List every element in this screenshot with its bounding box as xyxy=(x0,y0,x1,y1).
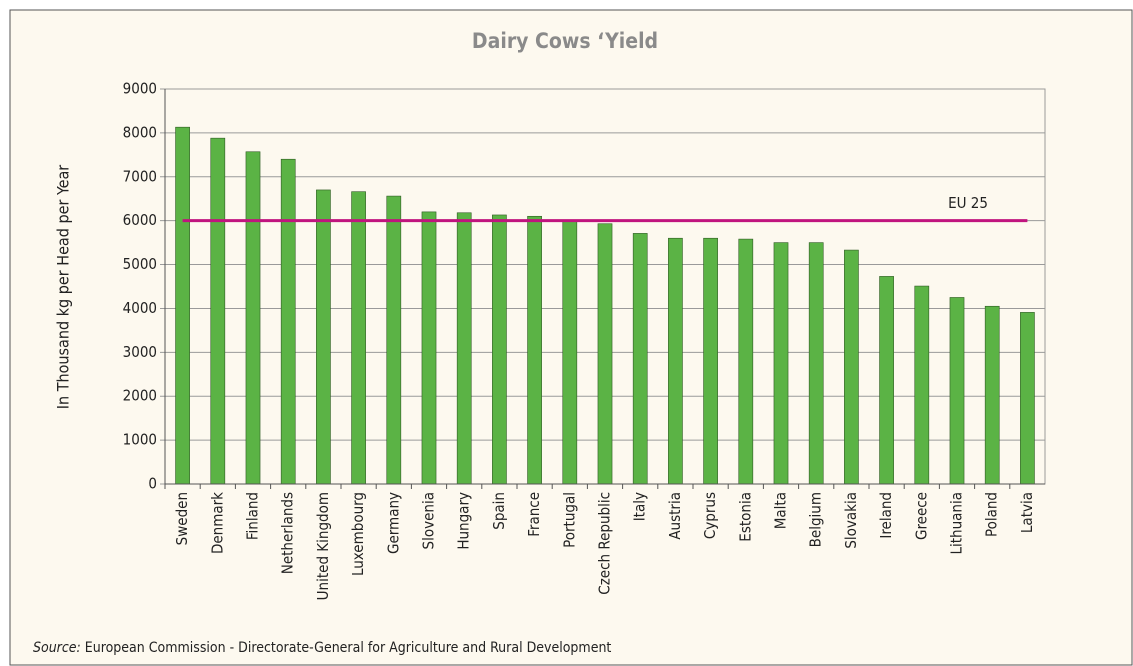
bar xyxy=(844,249,859,485)
bar xyxy=(914,285,930,485)
x-tick-label: Cyprus xyxy=(701,492,719,539)
bar xyxy=(879,276,894,485)
bar xyxy=(632,233,648,485)
bar xyxy=(492,214,507,485)
x-tick-label: Poland xyxy=(983,492,1001,537)
bar xyxy=(527,215,542,485)
x-tick-label: Hungary xyxy=(455,492,473,550)
bar xyxy=(808,242,824,485)
x-tick-label: Portugal xyxy=(560,492,578,548)
bar xyxy=(949,297,965,485)
bar xyxy=(597,223,613,485)
y-tick-label: 7000 xyxy=(123,167,157,185)
x-tick-label: Slovakia xyxy=(842,492,860,549)
bar xyxy=(210,137,226,485)
bar xyxy=(280,158,296,485)
bar xyxy=(386,195,402,485)
bar xyxy=(773,242,789,485)
bar xyxy=(668,237,683,485)
x-tick-label: Netherlands xyxy=(279,492,297,574)
x-tick-label: Greece xyxy=(912,492,930,540)
x-tick-label: Estonia xyxy=(736,492,754,542)
y-tick-label: 4000 xyxy=(123,299,157,317)
x-tick-label: Slovenia xyxy=(420,492,438,549)
bar xyxy=(245,151,261,485)
reference-label: EU 25 xyxy=(948,194,988,212)
y-tick-label: 3000 xyxy=(123,343,157,361)
bar xyxy=(738,238,754,485)
bar xyxy=(456,212,472,485)
x-tick-label: Germany xyxy=(384,492,402,554)
source: Source: European Commission - Directorat… xyxy=(33,640,611,656)
y-tick-label: 9000 xyxy=(123,80,157,98)
bar xyxy=(421,211,437,485)
bar xyxy=(316,189,331,485)
x-tick-label: Ireland xyxy=(877,492,895,539)
y-tick-label: 2000 xyxy=(123,387,157,405)
x-tick-label: Malta xyxy=(772,492,790,529)
x-tick-label: Sweden xyxy=(173,492,191,545)
y-tick-label: 0 xyxy=(148,475,157,493)
chart-title: Dairy Cows ‘Yield xyxy=(472,29,658,53)
bar xyxy=(703,237,718,485)
bar xyxy=(1020,312,1035,485)
x-tick-label: Luxembourg xyxy=(349,492,367,576)
y-tick-label: 6000 xyxy=(123,211,157,229)
source-label: Source: xyxy=(33,640,81,656)
y-axis-label: In Thousand kg per Head per Year xyxy=(54,165,73,410)
x-tick-label: Czech Republic xyxy=(596,492,614,595)
y-tick-label: 1000 xyxy=(123,431,157,449)
x-tick-label: Denmark xyxy=(208,492,226,554)
bar xyxy=(562,220,578,485)
y-tick-label: 5000 xyxy=(123,255,157,273)
bar xyxy=(351,191,366,485)
x-tick-label: Finland xyxy=(244,492,262,540)
y-tick-label: 8000 xyxy=(123,123,157,141)
x-tick-label: Spain xyxy=(490,492,508,530)
x-tick-label: Lithuania xyxy=(948,492,966,555)
x-tick-label: France xyxy=(525,492,543,537)
bar xyxy=(175,126,190,485)
bar xyxy=(984,305,1000,485)
x-tick-label: Italy xyxy=(631,492,649,521)
x-tick-label: Latvia xyxy=(1018,492,1036,533)
x-tick-label: United Kingdom xyxy=(314,492,332,600)
x-tick-label: Austria xyxy=(666,492,684,540)
source-text: European Commission - Directorate-Genera… xyxy=(85,640,612,656)
x-tick-label: Belgium xyxy=(807,492,825,547)
